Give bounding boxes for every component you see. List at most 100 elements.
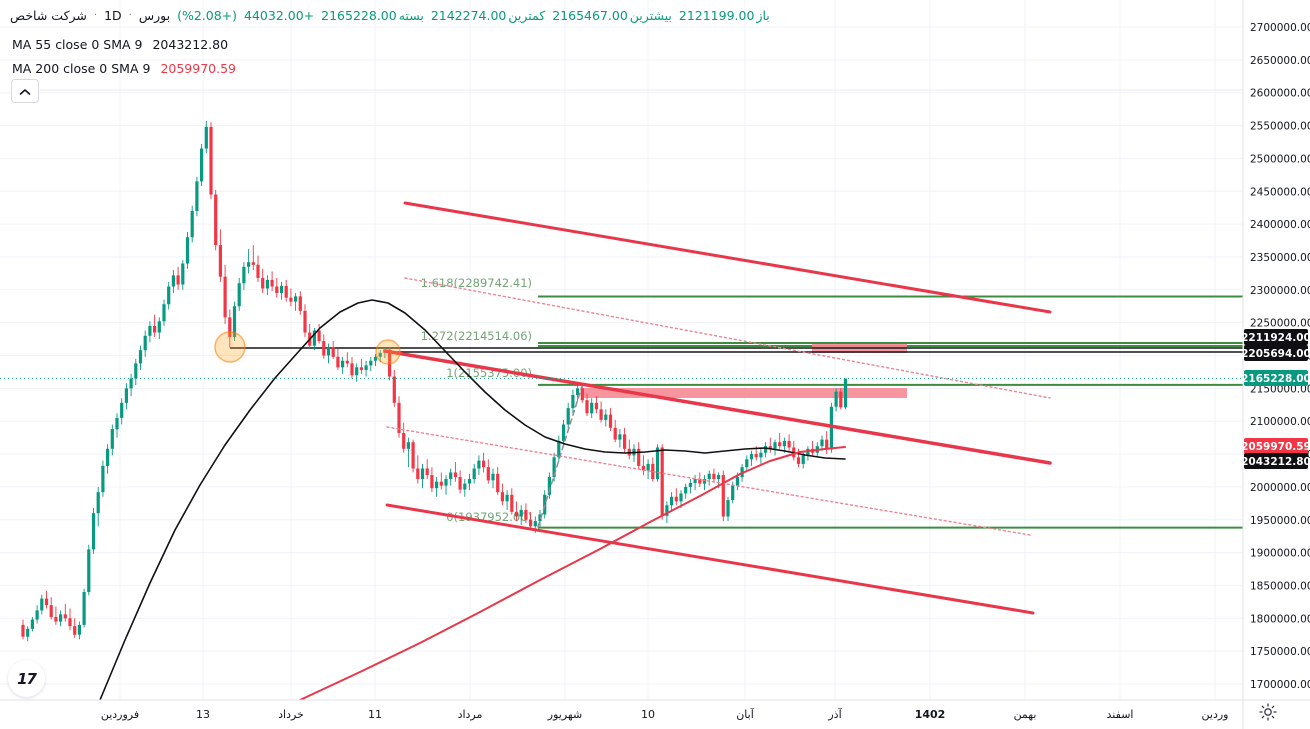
candle-body [670,496,674,506]
candle-body [472,468,476,480]
price-tick-label: 2450000.00 [1250,186,1310,198]
candle-body [778,442,782,447]
indicator-legend-ma55[interactable]: MA 55 close 0 SMA 9 2043212.80 [12,37,228,52]
candle-body [101,465,105,493]
price-tick-label: 2350000.00 [1250,252,1310,264]
candle-body [529,519,533,527]
price-tick-label: 2650000.00 [1250,55,1310,67]
candle-body [406,442,410,449]
ohlc-close: 2165228.00 بسته [321,8,424,23]
price-tick-label: 2700000.00 [1250,22,1310,34]
candle-body [655,447,660,480]
candle-body [402,433,406,449]
time-tick-label: آبان [736,707,754,721]
candle-body [106,448,110,466]
candle-body [364,365,368,370]
theme-toggle-button[interactable] [1252,700,1284,726]
candle-body [326,347,331,356]
chevron-up-icon [19,84,31,99]
fib-level-label: 0(1937952.00) [446,510,532,524]
interval-label[interactable]: 1D [104,8,122,23]
candle-body [679,493,683,502]
candle-body [467,479,472,484]
candle-body [444,479,448,486]
symbol-name[interactable]: شرکت شاخص [10,8,87,23]
candle-body [265,279,269,289]
time-tick-label: 13 [196,708,210,721]
candle-body [561,424,566,441]
candle-body [124,388,128,403]
candle-body [674,496,678,502]
candle-body [726,500,730,517]
red-trendline [383,349,1052,465]
price-tick-label: 2000000.00 [1250,482,1310,494]
price-axis-bg[interactable] [1243,0,1310,729]
candle-body [153,325,157,333]
candle-body [693,479,697,483]
candle-body [707,473,711,480]
low-label: کمترین [508,8,546,23]
red-trendline [404,277,1051,399]
price-tag [1244,370,1308,386]
candle-body [317,330,321,342]
ma200-line [299,446,846,701]
candle-body [350,363,354,376]
candle-body [336,356,340,368]
candle-body [618,434,622,440]
candle-body [134,363,138,379]
candle-body [688,482,692,487]
candle-body [49,605,53,617]
candle-body [637,448,641,466]
candle-body [110,429,114,449]
high-value: 2165467.00 [552,8,628,23]
collapse-pane-button[interactable] [11,79,39,103]
candle-body [204,126,208,149]
candle-body [749,454,754,460]
candle-body [176,275,180,285]
price-tick-label: 1950000.00 [1250,515,1310,527]
candle-body [369,360,373,366]
candle-body [552,457,556,478]
candle-body [68,618,72,627]
candle-body [768,446,772,449]
candle-body [486,467,490,481]
ohlc-low: 2142274.00 کمترین [431,8,545,23]
price-tick-label: 2250000.00 [1250,318,1310,330]
candle-body [759,452,763,458]
candle-body [698,479,702,484]
candle-body [764,446,768,453]
candle-body [420,468,425,480]
candle-body [77,624,81,635]
candle-body [341,360,345,368]
candle-body [425,468,429,476]
candle-body [82,592,86,625]
candle-body [458,477,462,490]
price-tick-label: 2150000.00 [1250,383,1310,395]
candle-body [463,483,467,490]
candle-body [397,402,401,434]
candle-body [580,388,584,401]
candle-body [73,626,77,635]
candle-body [505,494,509,502]
candle-body [26,628,30,637]
tradingview-logo[interactable]: 17 [8,660,45,697]
time-axis-bg[interactable] [0,700,1310,729]
candle-body [646,463,650,471]
candle-body [143,335,147,351]
price-tag-text: 2205694.00 [1241,348,1310,360]
candle-body [585,400,589,414]
candle-body [773,442,777,449]
candle-body [181,263,185,285]
candle-body [190,210,194,238]
fib-level-label: 1.618(2289742.41) [421,276,532,290]
indicator-legend-ma200[interactable]: MA 200 close 0 SMA 9 2059970.59 [12,61,236,76]
candle-body [566,408,570,425]
candle-body [214,194,218,246]
candle-body [604,414,608,420]
candle-body [843,378,848,408]
candle-body [533,521,537,527]
candle-body [35,610,39,620]
price-tag-text: 2059970.59 [1241,441,1310,453]
